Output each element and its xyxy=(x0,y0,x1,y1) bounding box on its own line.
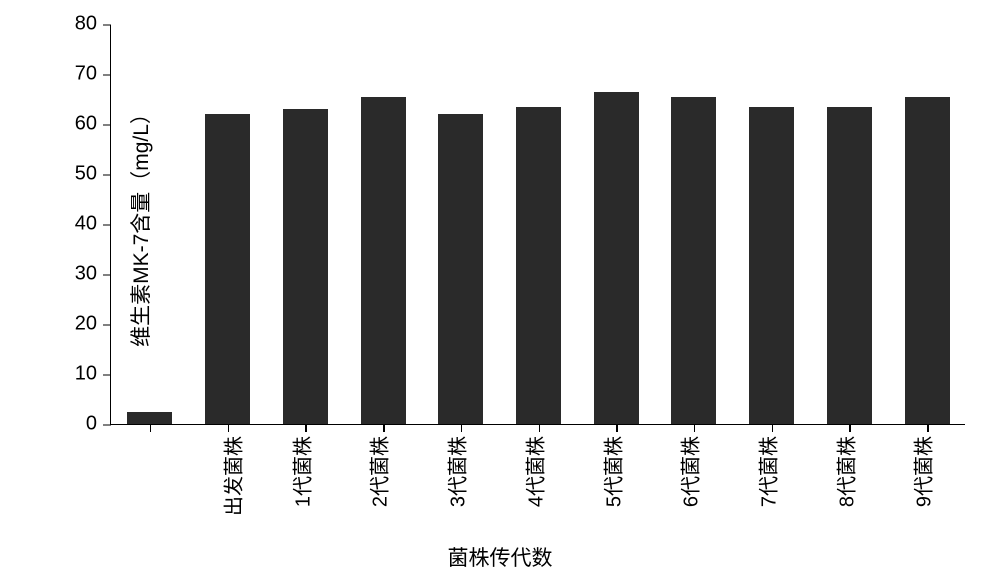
x-tick-mark xyxy=(616,424,618,432)
bar xyxy=(594,92,639,425)
x-tick-label: 6代菌株 xyxy=(675,436,704,507)
x-tick-mark xyxy=(150,424,152,432)
chart-container: 维生素MK-7含量（mg/L） 01020304050607080出发菌株1代菌… xyxy=(0,0,1000,582)
x-tick-label: 7代菌株 xyxy=(753,436,782,507)
x-tick-mark xyxy=(927,424,929,432)
bar xyxy=(516,107,561,425)
x-tick-label: 1代菌株 xyxy=(286,436,315,507)
y-tick: 40 xyxy=(75,213,111,236)
y-tick: 60 xyxy=(75,113,111,136)
x-tick-label: 3代菌株 xyxy=(442,436,471,507)
x-tick-label: 8代菌株 xyxy=(830,436,859,507)
x-tick-label: 9代菌株 xyxy=(908,436,937,507)
x-tick-label: 4代菌株 xyxy=(519,436,548,507)
x-tick-mark xyxy=(228,424,230,432)
x-tick-mark xyxy=(383,424,385,432)
y-tick: 80 xyxy=(75,13,111,36)
bar xyxy=(361,97,406,425)
bar xyxy=(438,114,483,424)
bar xyxy=(671,97,716,425)
x-tick-label: 5代菌株 xyxy=(597,436,626,507)
bars-group xyxy=(111,25,965,424)
x-tick-label: 出发菌株 xyxy=(217,436,246,516)
x-tick-mark xyxy=(539,424,541,432)
x-tick-mark xyxy=(849,424,851,432)
bar xyxy=(827,107,872,425)
x-tick-mark xyxy=(772,424,774,432)
y-tick: 20 xyxy=(75,313,111,336)
x-axis-label: 菌株传代数 xyxy=(448,542,553,572)
bar xyxy=(127,412,172,425)
x-tick-mark xyxy=(694,424,696,432)
x-tick-mark xyxy=(461,424,463,432)
y-tick: 70 xyxy=(75,63,111,86)
y-tick: 30 xyxy=(75,263,111,286)
bar xyxy=(749,107,794,425)
bar xyxy=(905,97,950,425)
y-tick: 10 xyxy=(75,363,111,386)
plot-area: 01020304050607080出发菌株1代菌株2代菌株3代菌株4代菌株5代菌… xyxy=(110,25,965,425)
bar xyxy=(205,114,250,424)
x-tick-mark xyxy=(305,424,307,432)
y-tick: 0 xyxy=(86,413,111,436)
bar xyxy=(283,109,328,424)
x-tick-label: 2代菌株 xyxy=(364,436,393,507)
y-tick: 50 xyxy=(75,163,111,186)
